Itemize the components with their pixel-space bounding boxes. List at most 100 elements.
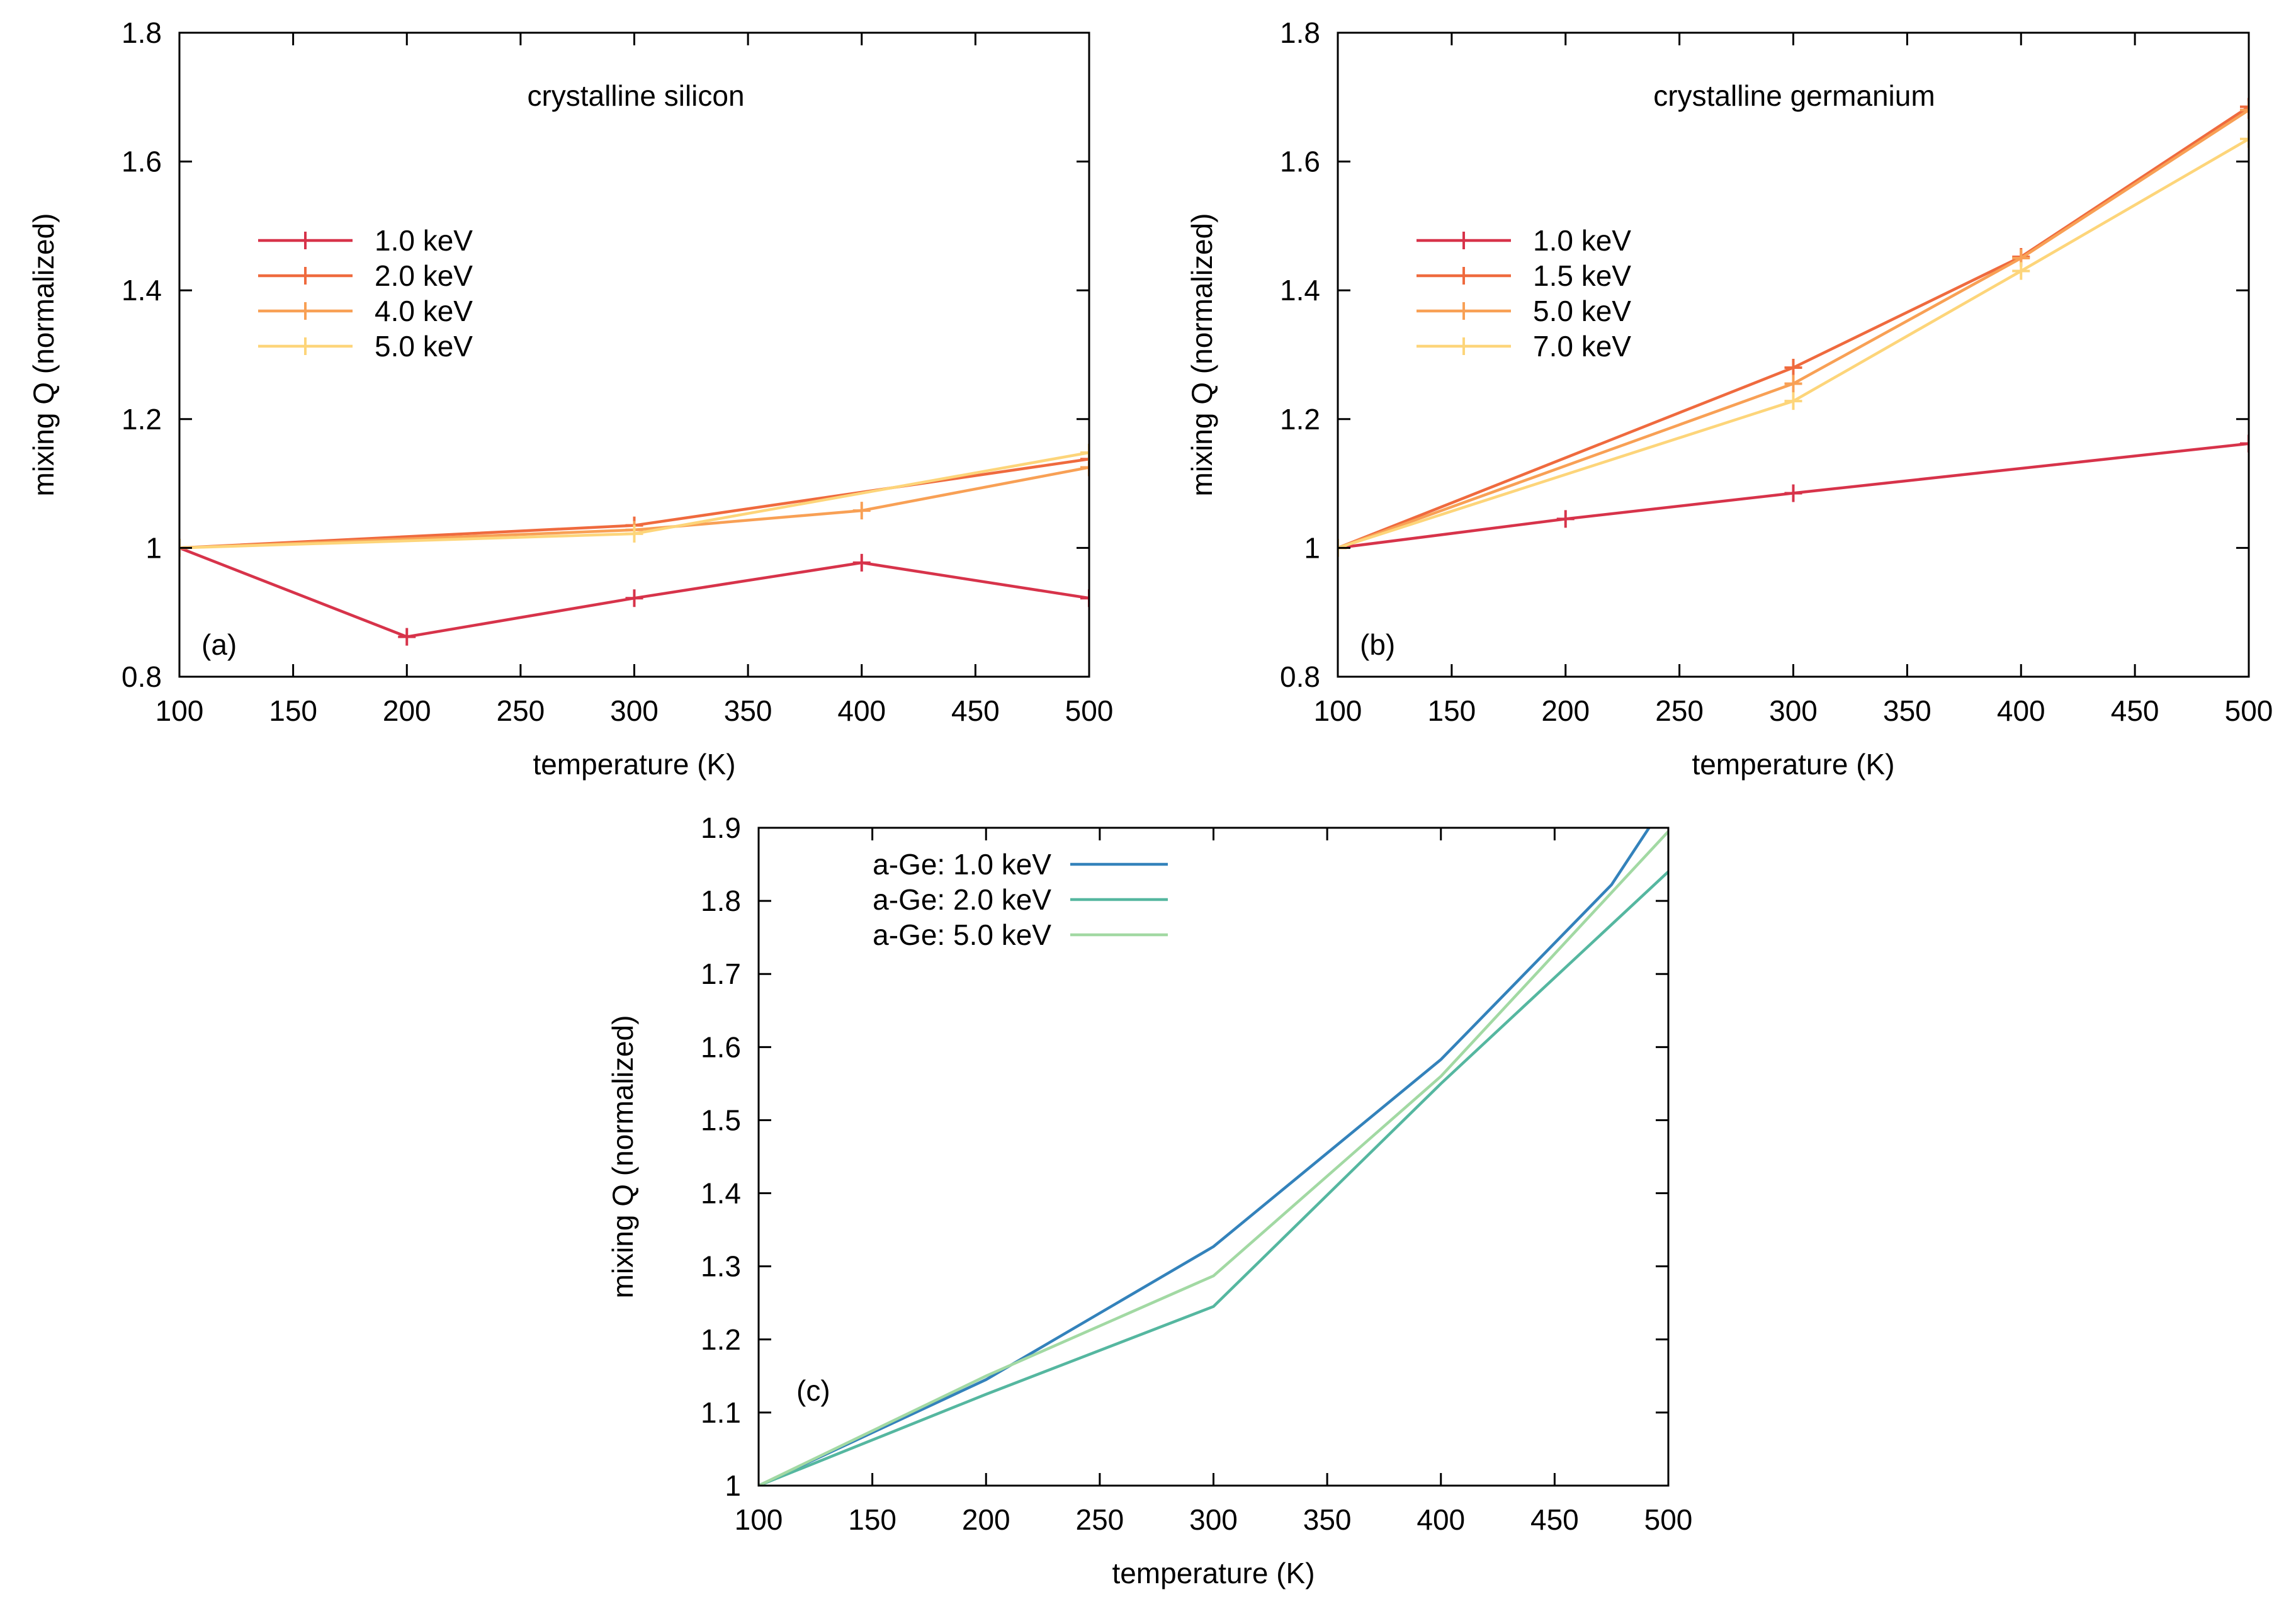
data-point-marker [2240,130,2249,148]
data-point-marker [2240,101,2249,119]
x-tick-label: 500 [1644,1503,1693,1536]
series-line-2 [759,871,1668,1486]
y-tick-label: 1.4 [1280,274,1320,307]
y-tick-label: 1.2 [122,403,162,436]
y-tick-label: 1 [1304,531,1320,564]
legend-label: a-Ge: 5.0 keV [873,918,1051,951]
y-tick-label: 1.3 [701,1250,741,1283]
legend-marker [1455,232,1473,249]
data-point-marker [2012,262,2030,280]
x-axis-label: temperature (K) [1112,1557,1315,1589]
panel-label: (c) [796,1374,830,1407]
series-group [759,828,1668,1486]
series-line-3 [179,466,1089,550]
series-line-4 [1338,137,2249,550]
chart-title: crystalline silicon [527,79,744,112]
y-tick-label: 1.8 [1280,16,1320,49]
data-point-marker [1784,375,1802,393]
panel-b-crystalline-germanium: 100 150 200 250 300 350 400 450 500 0.8 1 1.2 1.4 1.6… [1185,16,2273,781]
legend-label: 7.0 keV [1533,330,1631,363]
series-line-3 [1338,108,2249,550]
y-tick-label: 1.4 [701,1177,741,1210]
legend-label: 1.0 keV [375,224,473,257]
legend-marker [1455,267,1473,285]
data-point-marker [1784,392,1802,410]
data-point-marker [1080,458,1089,477]
data-point-marker [625,589,643,607]
y-tick-label: 1.2 [1280,403,1320,436]
y-axis-label: mixing Q (normalized) [1185,213,1218,497]
x-tick-label: 200 [962,1503,1010,1536]
data-point-marker [2240,434,2249,453]
x-tick-label: 150 [848,1503,896,1536]
x-axis-label: temperature (K) [533,748,735,781]
data-point-marker [2240,98,2249,116]
x-tick-label: 500 [1065,694,1114,727]
y-axis-label: mixing Q (normalized) [606,1015,639,1299]
x-tick-label: 400 [837,694,886,727]
legend-marker [297,302,314,320]
panel-c-amorphous-germanium: 100 150 200 250 300 350 400 450 500 1 1.1 1.2 1.3 1.4… [606,811,1693,1589]
y-tick-label: 1.1 [701,1396,741,1429]
x-tick-label: 350 [724,694,772,727]
y-tick-label: 1.5 [701,1104,741,1136]
y-tick-label: 0.8 [122,660,162,693]
x-axis-label: temperature (K) [1692,748,1894,781]
legend-label: 1.0 keV [1533,224,1631,257]
plot-frame [178,31,1090,678]
x-tick-label: 500 [2225,694,2273,727]
plot-frame [1337,31,2250,678]
data-point-marker [1556,510,1575,528]
x-tick-label: 200 [1541,694,1590,727]
legend-marker [1455,302,1473,320]
x-tick-label: 450 [1530,1503,1579,1536]
y-tick-label: 1.8 [701,884,741,917]
x-tick-label: 300 [610,694,659,727]
legend-marker [1455,337,1473,355]
x-tick-label: 250 [1076,1503,1124,1536]
series-group [1338,98,2249,557]
x-tick-label: 450 [2111,694,2159,727]
legend-label: 5.0 keV [1533,295,1631,327]
x-tick-label: 250 [497,694,545,727]
data-point-marker [852,553,871,572]
data-point-marker [1080,450,1089,468]
y-tick-label: 1.6 [122,145,162,178]
x-tick-label: 150 [1428,694,1476,727]
data-point-marker [1784,484,1802,502]
x-tick-label: 400 [1997,694,2045,727]
legend-label: a-Ge: 1.0 keV [873,848,1051,881]
legend-label: 5.0 keV [375,330,473,363]
series-line-2 [1338,105,2249,550]
y-axis-label: mixing Q (normalized) [27,213,60,497]
x-tick-label: 250 [1655,694,1704,727]
x-tick-label: 100 [156,694,204,727]
y-tick-label: 1.7 [701,957,741,990]
panel-label: (a) [201,628,237,661]
y-tick-label: 1.8 [122,16,162,49]
y-tick-label: 1.9 [701,811,741,844]
x-tick-label: 300 [1769,694,1818,727]
y-tick-label: 1 [725,1469,741,1502]
legend-label: 2.0 keV [375,259,473,292]
y-tick-label: 1.4 [122,274,162,307]
x-tick-label: 300 [1189,1503,1238,1536]
x-tick-label: 100 [735,1503,783,1536]
x-tick-label: 200 [383,694,431,727]
legend-label: 4.0 keV [375,295,473,327]
y-tick-label: 1 [145,531,162,564]
y-tick-label: 0.8 [1280,660,1320,693]
data-point-marker [625,524,643,543]
panel-a-crystalline-silicon: 100 150 200 250 300 350 400 450 500 0.8 1 1.2 1.4 1.6… [27,16,1113,781]
series-line-1 [759,828,1651,1486]
y-tick-label: 1.6 [701,1030,741,1063]
x-tick-label: 350 [1303,1503,1352,1536]
x-tick-label: 350 [1883,694,1931,727]
panel-label: (b) [1360,628,1395,661]
data-point-marker [1080,443,1089,461]
data-point-marker [398,628,416,646]
